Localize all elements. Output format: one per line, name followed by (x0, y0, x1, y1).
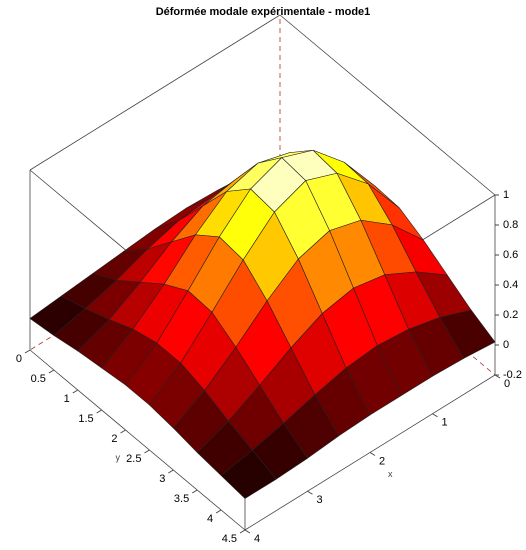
z-tick-label: 0.4 (503, 279, 518, 291)
y-tick (120, 429, 126, 434)
chart-title: Déformée modale expérimentale - mode1 (156, 6, 371, 18)
y-tick-label: 3.5 (174, 493, 189, 505)
x-tick (307, 490, 313, 495)
surface-patch (220, 449, 277, 499)
y-tick (96, 409, 102, 414)
y-tick-label: 2.5 (126, 453, 141, 465)
z-tick-label: 1 (503, 189, 509, 201)
box-edge (29, 14, 281, 171)
y-tick-label: 2 (111, 433, 117, 445)
y-tick (144, 449, 150, 454)
z-tick-label: 0 (503, 339, 509, 351)
x-axis-label: x (388, 469, 393, 479)
y-tick-label: 0.5 (31, 373, 46, 385)
y-tick (24, 349, 31, 354)
x-tick-label: 4 (254, 533, 260, 545)
y-tick (72, 389, 79, 394)
y-tick-label: 4.5 (222, 533, 237, 545)
y-tick-label: 1.5 (78, 413, 93, 425)
x-tick-label: 1 (441, 417, 447, 429)
y-tick (239, 529, 246, 534)
z-tick-label: 0.2 (503, 309, 518, 321)
z-tick-label: -0.2 (503, 369, 522, 381)
x-tick (244, 529, 251, 534)
x-tick (432, 413, 438, 418)
x-tick-label: 3 (316, 494, 322, 506)
y-tick-label: 3 (159, 473, 165, 485)
y-tick-label: 0 (16, 353, 22, 365)
x-tick-label: 2 (379, 455, 385, 467)
y-tick-label: 1 (64, 393, 70, 405)
x-tick-label: 0 (504, 378, 510, 390)
y-axis-label: y (116, 452, 121, 462)
box-edge (279, 14, 496, 196)
y-tick-label: 4 (207, 513, 213, 525)
y-axis (29, 349, 246, 531)
y-tick (191, 489, 198, 494)
y-tick (48, 369, 55, 374)
z-tick-label: 0.6 (503, 249, 518, 261)
y-tick (168, 469, 174, 474)
y-tick (215, 509, 222, 514)
z-tick-label: 0.8 (503, 219, 518, 231)
x-tick (369, 452, 376, 456)
